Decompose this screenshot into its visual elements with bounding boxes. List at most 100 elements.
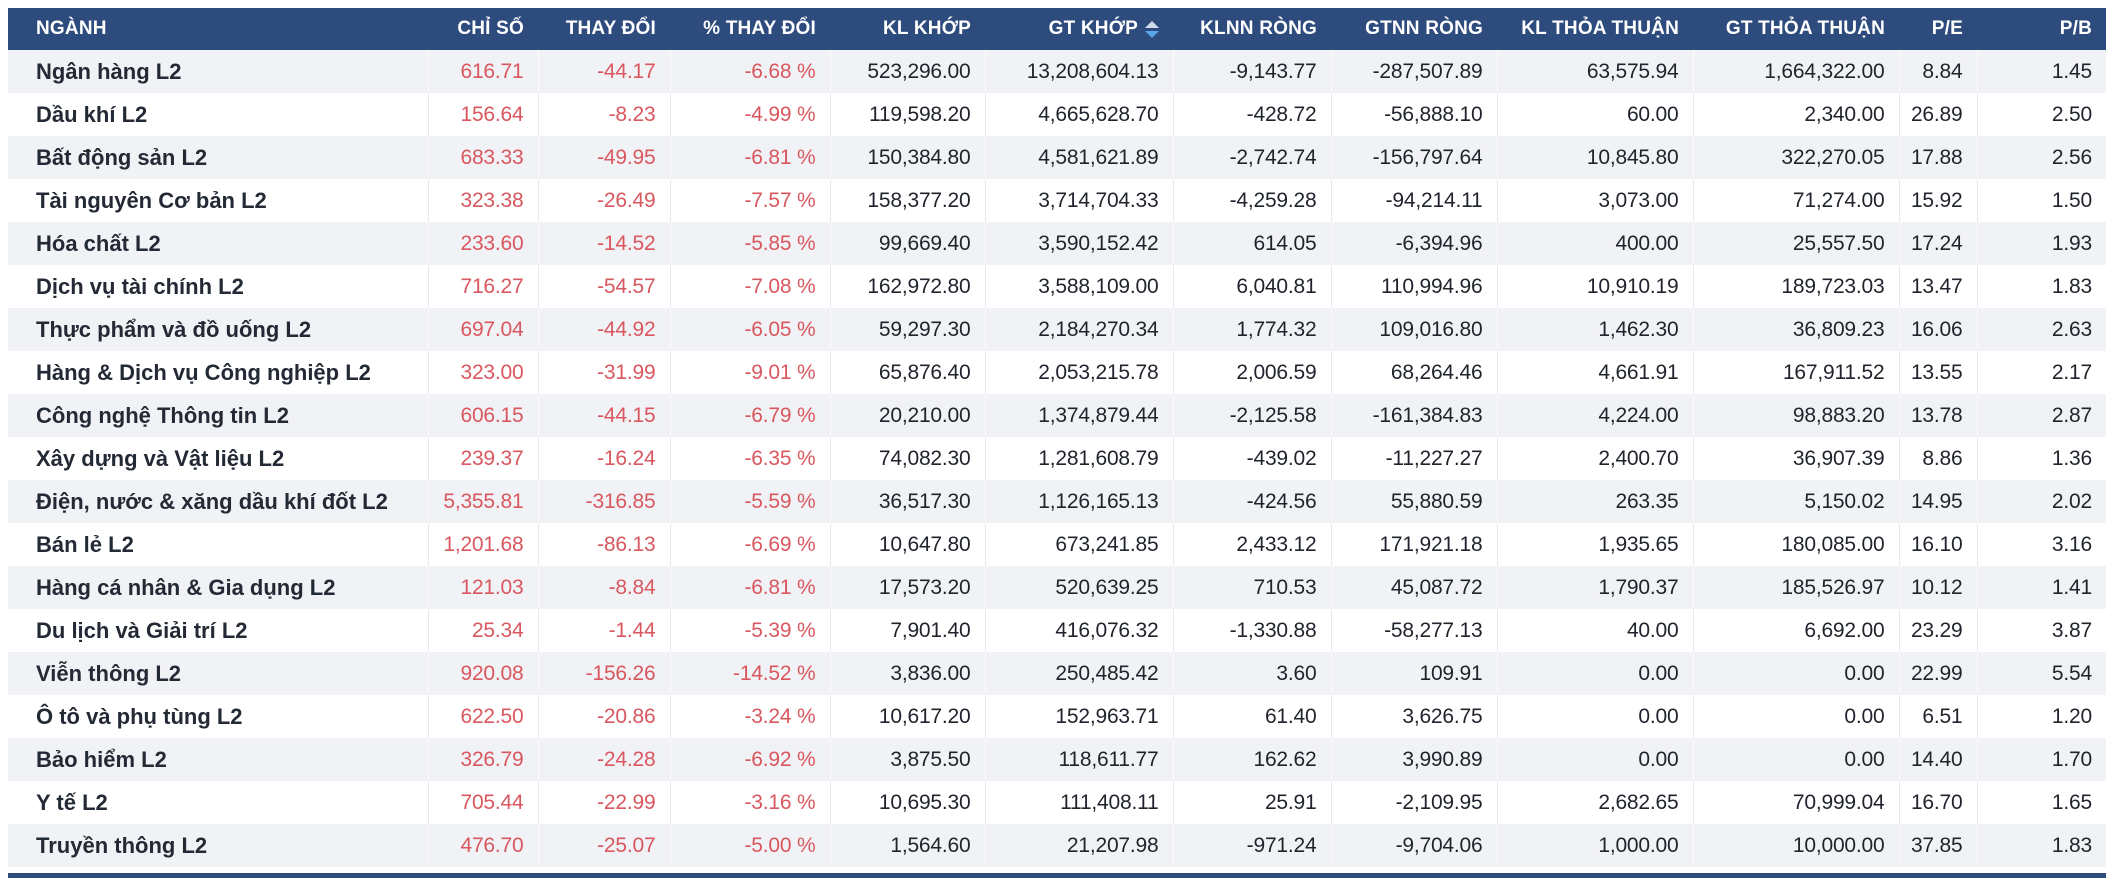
cell-chi-so: 606.15 <box>427 394 538 437</box>
cell-nganh: Bảo hiểm L2 <box>8 738 428 781</box>
cell-gt-khop: 21,207.98 <box>984 824 1173 867</box>
table-row[interactable]: Du lịch và Giải trí L2 25.34 -1.44 -5.39 % 7… <box>8 609 2106 652</box>
cell-klnn-rong: 3.60 <box>1172 652 1331 695</box>
column-header-pct-thay-doi[interactable]: % THAY ĐỔI <box>670 8 830 50</box>
cell-gtnn-rong: 3,626.75 <box>1330 695 1497 738</box>
cell-klnn-rong: -428.72 <box>1172 93 1331 136</box>
cell-pct-thay-doi: -6.81 % <box>669 136 830 179</box>
cell-klnn-rong: 162.62 <box>1172 738 1331 781</box>
cell-gtnn-rong: -58,277.13 <box>1330 609 1497 652</box>
cell-pct-thay-doi: -6.81 % <box>669 566 830 609</box>
cell-chi-so: 705.44 <box>427 781 538 824</box>
cell-pct-thay-doi: -5.39 % <box>669 609 830 652</box>
table-row[interactable]: Y tế L2 705.44 -22.99 -3.16 % 10,695.30 111,4… <box>8 781 2106 824</box>
cell-kl-thoa-thuan: 1,935.65 <box>1496 523 1693 566</box>
cell-pe: 6.51 <box>1898 695 1977 738</box>
column-header-gt-khop[interactable]: GT KHỚP <box>985 8 1173 50</box>
cell-thay-doi: -22.99 <box>537 781 670 824</box>
cell-gt-thoa-thuan: 98,883.20 <box>1692 394 1899 437</box>
cell-pb: 2.17 <box>1976 351 2106 394</box>
column-header-chi-so[interactable]: CHỈ SỐ <box>428 8 538 50</box>
cell-thay-doi: -24.28 <box>537 738 670 781</box>
column-header-klnn-rong[interactable]: KLNN RÒNG <box>1173 8 1331 50</box>
cell-kl-thoa-thuan: 10,845.80 <box>1496 136 1693 179</box>
cell-gt-thoa-thuan: 6,692.00 <box>1692 609 1899 652</box>
table-row[interactable]: Thực phẩm và đồ uống L2 697.04 -44.92 -6.05… <box>8 308 2106 351</box>
cell-gt-khop: 152,963.71 <box>984 695 1173 738</box>
table-row[interactable]: Hàng cá nhân & Gia dụng L2 121.03 -8.84 -6.… <box>8 566 2106 609</box>
cell-pe: 16.70 <box>1898 781 1977 824</box>
cell-thay-doi: -44.92 <box>537 308 670 351</box>
cell-nganh: Hàng cá nhân & Gia dụng L2 <box>8 566 428 609</box>
cell-pe: 17.24 <box>1898 222 1977 265</box>
cell-pb: 2.50 <box>1976 93 2106 136</box>
cell-kl-thoa-thuan: 10,910.19 <box>1496 265 1693 308</box>
cell-pe: 16.06 <box>1898 308 1977 351</box>
table-row[interactable]: Công nghệ Thông tin L2 606.15 -44.15 -6.79 … <box>8 394 2106 437</box>
cell-pe: 37.85 <box>1898 824 1977 867</box>
column-header-gtnn-rong[interactable]: GTNN RÒNG <box>1331 8 1497 50</box>
column-header-pb[interactable]: P/B <box>1977 8 2106 50</box>
table-row[interactable]: Bảo hiểm L2 326.79 -24.28 -6.92 % 3,875.50 11… <box>8 738 2106 781</box>
cell-klnn-rong: 6,040.81 <box>1172 265 1331 308</box>
table-row[interactable]: Bất động sản L2 683.33 -49.95 -6.81 % 150,38… <box>8 136 2106 179</box>
table-row[interactable]: Tài nguyên Cơ bản L2 323.38 -26.49 -7.57 % 1… <box>8 179 2106 222</box>
cell-nganh: Bất động sản L2 <box>8 136 428 179</box>
cell-gt-thoa-thuan: 2,340.00 <box>1692 93 1899 136</box>
cell-pct-thay-doi: -4.99 % <box>669 93 830 136</box>
next-section-header-edge <box>8 873 2106 878</box>
cell-pe: 13.47 <box>1898 265 1977 308</box>
column-header-gt-thoa-thuan[interactable]: GT THỎA THUẬN <box>1693 8 1899 50</box>
cell-nganh: Điện, nước & xăng dầu khí đốt L2 <box>8 480 428 523</box>
cell-nganh: Tài nguyên Cơ bản L2 <box>8 179 428 222</box>
table-row[interactable]: Viễn thông L2 920.08 -156.26 -14.52 % 3,836.… <box>8 652 2106 695</box>
cell-nganh: Ô tô và phụ tùng L2 <box>8 695 428 738</box>
cell-pe: 8.84 <box>1898 50 1977 93</box>
cell-thay-doi: -86.13 <box>537 523 670 566</box>
cell-gtnn-rong: 109.91 <box>1330 652 1497 695</box>
cell-gt-thoa-thuan: 185,526.97 <box>1692 566 1899 609</box>
cell-kl-khop: 1,564.60 <box>829 824 985 867</box>
cell-pct-thay-doi: -5.00 % <box>669 824 830 867</box>
cell-nganh: Hàng & Dịch vụ Công nghiệp L2 <box>8 351 428 394</box>
table-row[interactable]: Hàng & Dịch vụ Công nghiệp L2 323.00 -31.9… <box>8 351 2106 394</box>
table-row[interactable]: Truyền thông L2 476.70 -25.07 -5.00 % 1,564.… <box>8 824 2106 867</box>
sector-index-table-wrap: NGÀNH CHỈ SỐ THAY ĐỔI% THAY ĐỔI KL KHỚP GT K… <box>8 8 2106 878</box>
table-row[interactable]: Ngân hàng L2 616.71 -44.17 -6.68 % 523,296.0… <box>8 50 2106 93</box>
column-header-kl-thoa-thuan[interactable]: KL THỎA THUẬN <box>1497 8 1693 50</box>
cell-gt-thoa-thuan: 0.00 <box>1692 695 1899 738</box>
cell-gtnn-rong: -156,797.64 <box>1330 136 1497 179</box>
cell-kl-khop: 3,875.50 <box>829 738 985 781</box>
cell-thay-doi: -49.95 <box>537 136 670 179</box>
cell-pe: 14.95 <box>1898 480 1977 523</box>
table-row[interactable]: Điện, nước & xăng dầu khí đốt L2 5,355.81… <box>8 480 2106 523</box>
table-row[interactable]: Dầu khí L2 156.64 -8.23 -4.99 % 119,598.20 4,… <box>8 93 2106 136</box>
cell-chi-so: 323.00 <box>427 351 538 394</box>
table-row[interactable]: Ô tô và phụ tùng L2 622.50 -20.86 -3.24 % 10… <box>8 695 2106 738</box>
cell-chi-so: 5,355.81 <box>427 480 538 523</box>
column-header-pe[interactable]: P/E <box>1899 8 1977 50</box>
cell-chi-so: 622.50 <box>427 695 538 738</box>
cell-kl-thoa-thuan: 1,000.00 <box>1496 824 1693 867</box>
table-row[interactable]: Dịch vụ tài chính L2 716.27 -54.57 -7.08 % 1… <box>8 265 2106 308</box>
cell-chi-so: 121.03 <box>427 566 538 609</box>
table-row[interactable]: Xây dựng và Vật liệu L2 239.37 -16.24 -6.35… <box>8 437 2106 480</box>
column-header-kl-khop[interactable]: KL KHỚP <box>830 8 985 50</box>
cell-nganh: Hóa chất L2 <box>8 222 428 265</box>
cell-kl-khop: 7,901.40 <box>829 609 985 652</box>
cell-pe: 13.55 <box>1898 351 1977 394</box>
cell-thay-doi: -44.15 <box>537 394 670 437</box>
column-header-nganh[interactable]: NGÀNH <box>8 8 428 50</box>
cell-klnn-rong: -971.24 <box>1172 824 1331 867</box>
cell-pct-thay-doi: -3.24 % <box>669 695 830 738</box>
table-row[interactable]: Bán lẻ L2 1,201.68 -86.13 -6.69 % 10,647.80 6… <box>8 523 2106 566</box>
table-row[interactable]: Hóa chất L2 233.60 -14.52 -5.85 % 99,669.40 3… <box>8 222 2106 265</box>
column-header-thay-doi[interactable]: THAY ĐỔI <box>538 8 670 50</box>
cell-pb: 3.16 <box>1976 523 2106 566</box>
cell-gt-khop: 2,053,215.78 <box>984 351 1173 394</box>
cell-gt-khop: 118,611.77 <box>984 738 1173 781</box>
cell-pct-thay-doi: -5.85 % <box>669 222 830 265</box>
cell-gt-khop: 3,590,152.42 <box>984 222 1173 265</box>
cell-thay-doi: -25.07 <box>537 824 670 867</box>
cell-klnn-rong: 2,006.59 <box>1172 351 1331 394</box>
